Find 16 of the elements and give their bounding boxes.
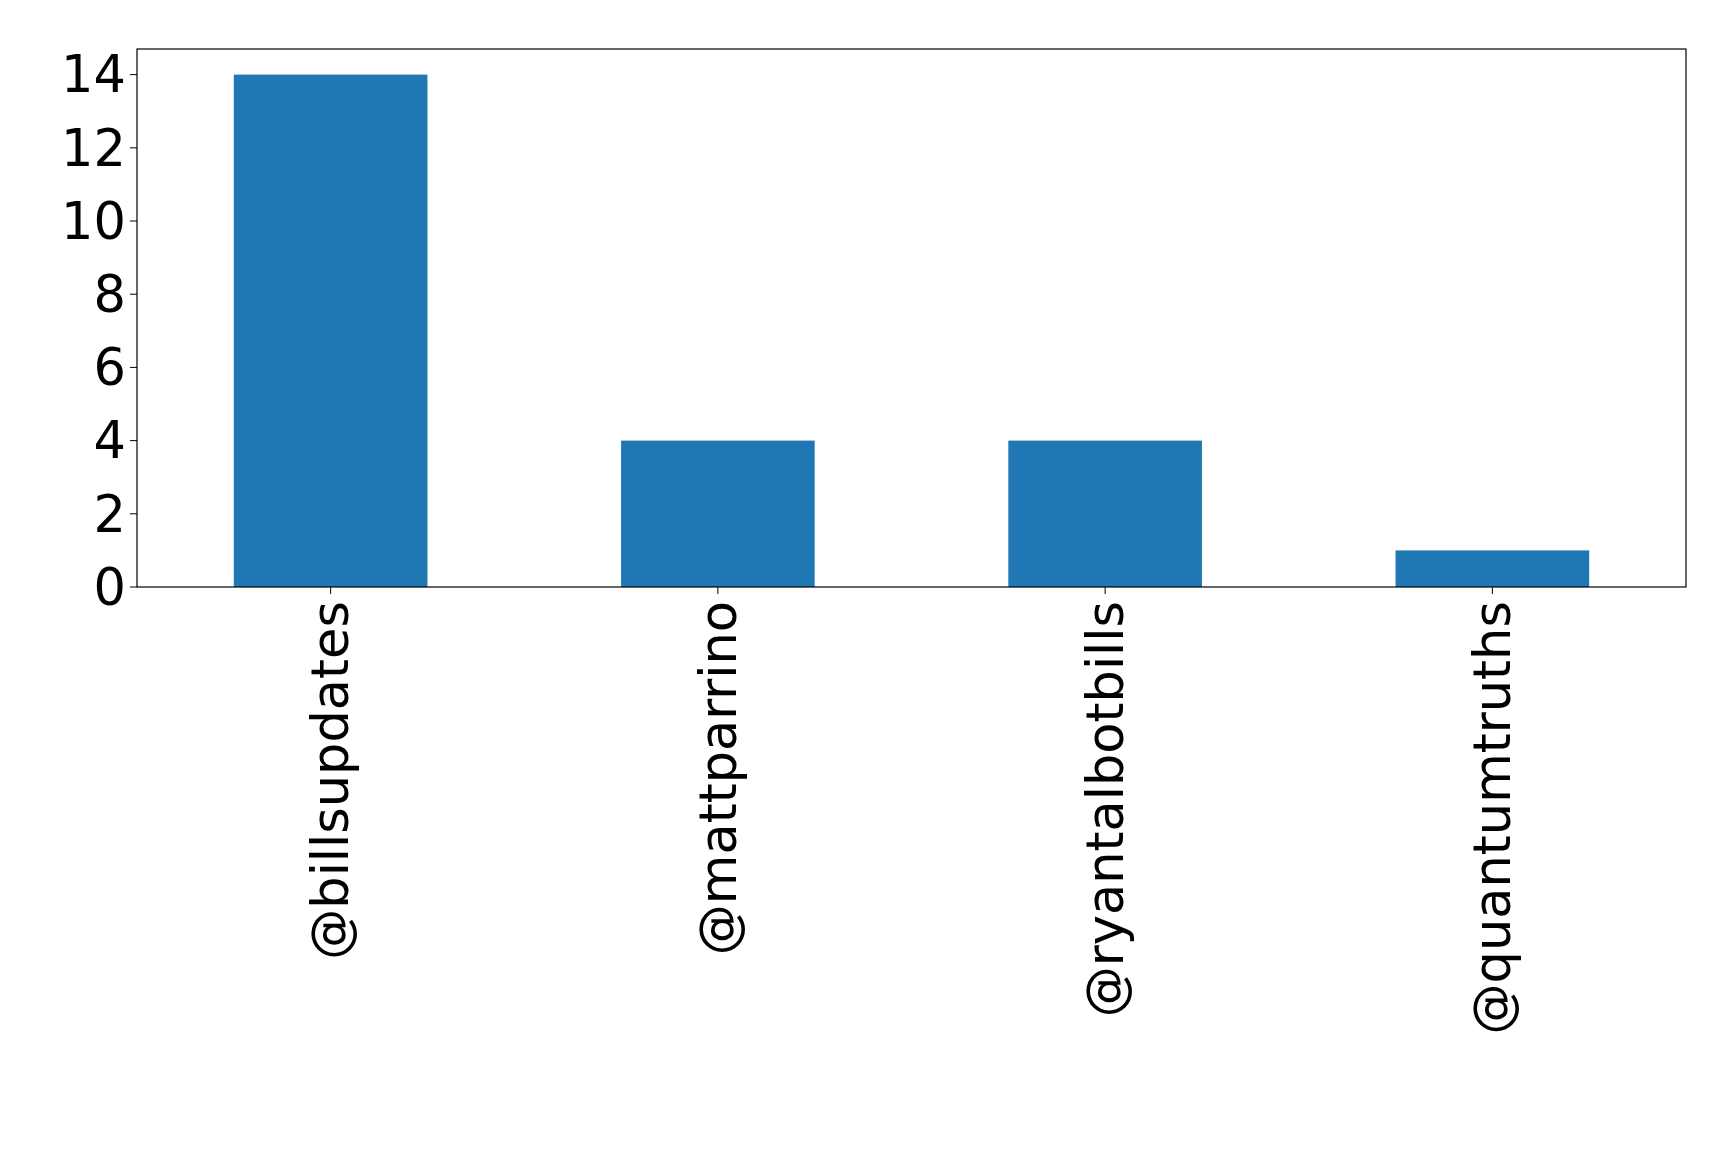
y-tick-label: 12 [61, 118, 126, 178]
x-tick-label: @mattparrino [688, 601, 748, 956]
y-tick-label: 10 [61, 191, 126, 251]
bar [621, 440, 815, 587]
x-tick-label: @ryantalbotbills [1075, 601, 1135, 1018]
y-tick-label: 4 [93, 411, 126, 471]
x-tick-label: @quantumtruths [1463, 601, 1523, 1035]
y-tick-label: 14 [61, 45, 126, 105]
y-tick-label: 8 [93, 265, 126, 325]
y-tick-label: 6 [93, 338, 126, 398]
x-tick-label: @billsupdates [301, 601, 361, 960]
bar [1395, 550, 1590, 587]
bar [233, 74, 428, 587]
y-tick-label: 2 [93, 484, 126, 544]
y-tick-label: 0 [93, 557, 126, 617]
bar [1008, 440, 1202, 587]
